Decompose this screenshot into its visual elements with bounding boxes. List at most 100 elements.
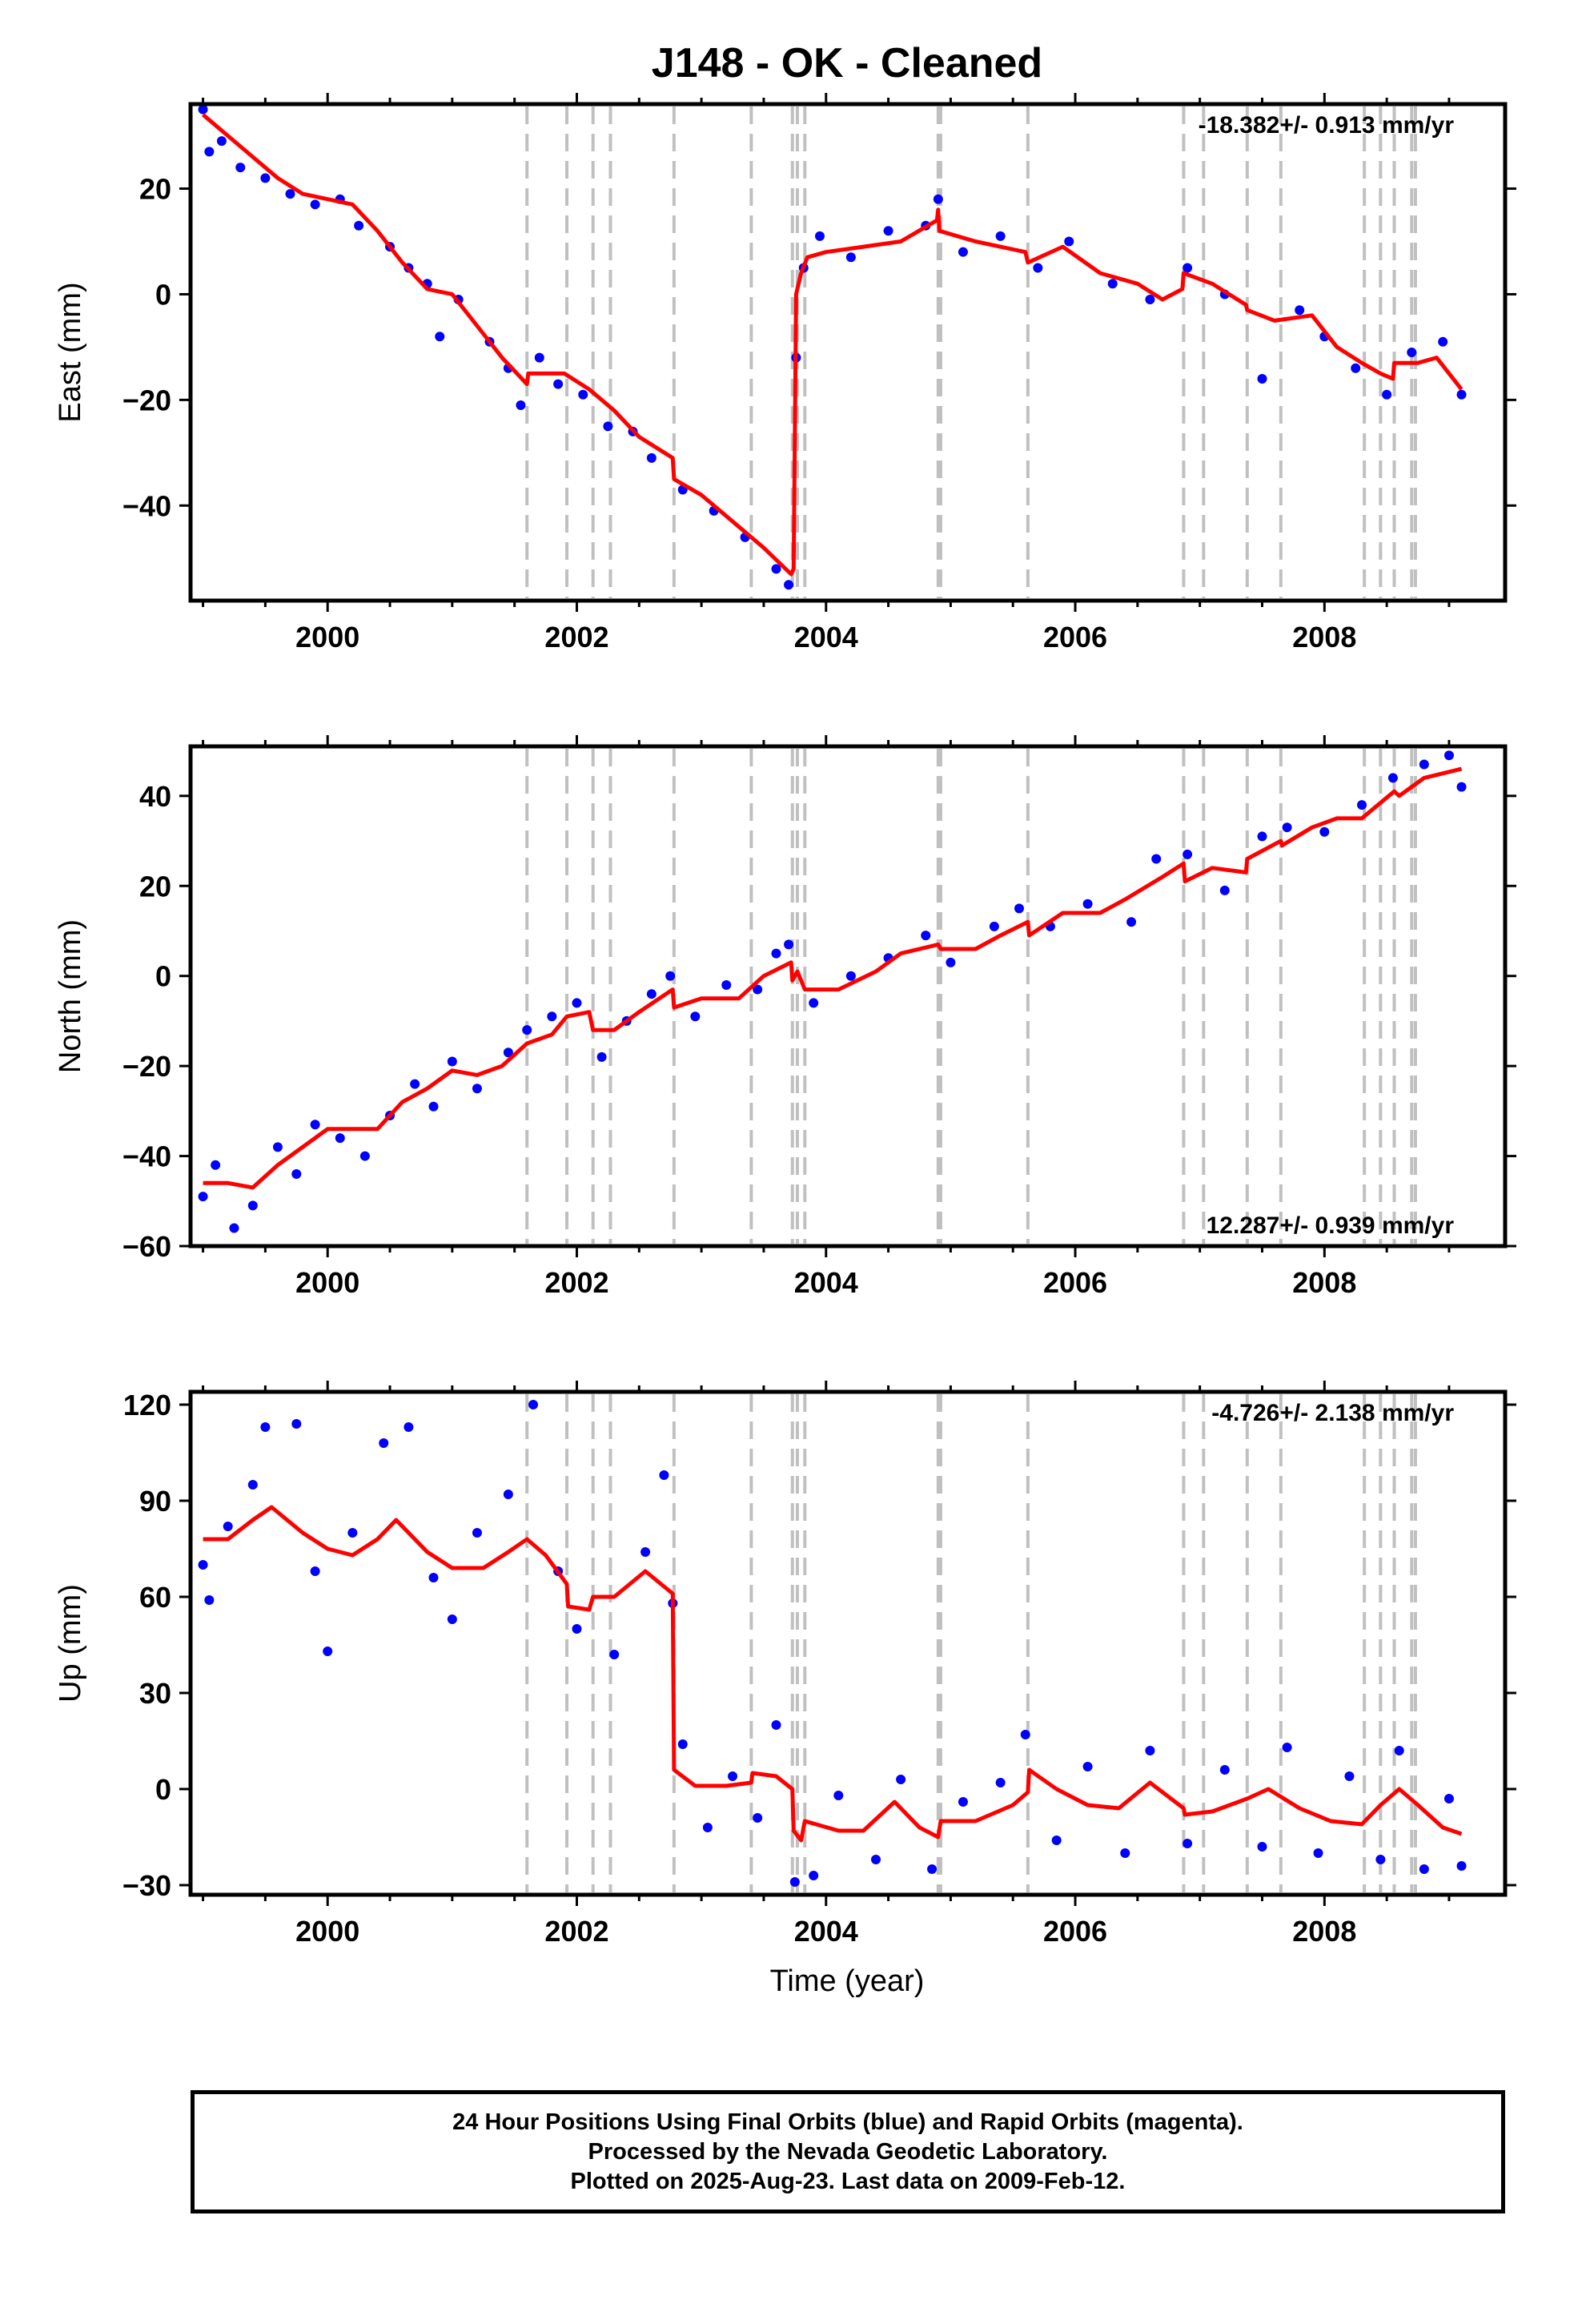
data-point bbox=[1219, 885, 1230, 895]
data-point bbox=[198, 1192, 208, 1202]
data-point bbox=[447, 1614, 457, 1624]
data-point bbox=[204, 1595, 215, 1605]
data-point bbox=[572, 998, 582, 1008]
y-tick-label: 30 bbox=[139, 1677, 171, 1710]
x-tick-label: 2008 bbox=[1292, 621, 1356, 653]
y-axis-label: North (mm) bbox=[54, 919, 87, 1073]
data-point bbox=[347, 1528, 358, 1538]
y-tick-label: 20 bbox=[139, 173, 171, 206]
x-tick-label: 2006 bbox=[1043, 621, 1107, 653]
y-tick-label: −40 bbox=[122, 489, 171, 522]
data-point bbox=[1282, 1743, 1292, 1752]
data-point bbox=[702, 1823, 713, 1832]
data-point bbox=[1182, 849, 1193, 859]
data-point bbox=[1151, 854, 1162, 864]
data-point bbox=[659, 1470, 669, 1480]
x-tick-label: 2004 bbox=[794, 621, 858, 653]
data-point bbox=[404, 1422, 414, 1432]
data-point bbox=[603, 421, 613, 432]
data-point bbox=[809, 998, 819, 1008]
data-point bbox=[753, 984, 763, 995]
data-point bbox=[883, 226, 893, 236]
panel-north: 2000 2002 2004 2006 2008 40 20 0 −20 −40 −60 North… bbox=[54, 735, 1516, 1299]
data-point bbox=[596, 1051, 607, 1062]
data-points bbox=[198, 104, 1467, 590]
data-point bbox=[640, 1547, 651, 1557]
data-point bbox=[646, 989, 656, 999]
data-point bbox=[223, 1522, 233, 1531]
x-tick-label: 2002 bbox=[544, 621, 608, 653]
y-tick-label: 0 bbox=[155, 1773, 171, 1806]
chart-title: J148 - OK - Cleaned bbox=[652, 40, 1042, 86]
footer-line-3: Plotted on 2025-Aug-23. Last data on 200… bbox=[570, 2168, 1126, 2194]
data-point bbox=[1357, 800, 1367, 810]
data-point bbox=[522, 1025, 532, 1035]
data-point bbox=[291, 1419, 302, 1429]
data-point bbox=[428, 1101, 439, 1112]
data-point bbox=[1443, 750, 1454, 761]
x-axis-label: Time (year) bbox=[770, 1964, 925, 1998]
data-point bbox=[665, 971, 676, 981]
data-point bbox=[1438, 336, 1448, 347]
y-tick-label: −20 bbox=[122, 384, 171, 416]
data-point bbox=[447, 1056, 457, 1067]
data-point bbox=[1120, 1848, 1130, 1858]
data-point bbox=[845, 252, 856, 263]
data-point bbox=[472, 1528, 482, 1538]
panel-up: 2000 2002 2004 2006 2008 120 90 60 30 0 −30 Up (mm… bbox=[54, 1381, 1516, 1948]
data-point bbox=[958, 247, 968, 257]
data-point bbox=[1282, 822, 1292, 833]
event-lines bbox=[525, 749, 1417, 1244]
data-point bbox=[677, 1739, 688, 1749]
x-tick-label: 2000 bbox=[295, 1266, 359, 1299]
plot-frame bbox=[188, 744, 1508, 1248]
data-point bbox=[896, 1775, 906, 1784]
data-point bbox=[216, 136, 227, 147]
data-point bbox=[310, 1120, 320, 1130]
data-point bbox=[379, 1438, 389, 1448]
data-point bbox=[534, 352, 544, 363]
y-tick-label: 60 bbox=[139, 1581, 171, 1614]
data-point bbox=[814, 231, 825, 241]
data-point bbox=[771, 1720, 781, 1730]
x-tick-label: 2000 bbox=[295, 1915, 359, 1948]
data-point bbox=[1344, 1771, 1355, 1781]
x-tick-label: 2004 bbox=[794, 1266, 858, 1299]
data-point bbox=[1407, 348, 1417, 357]
y-axis-label: East (mm) bbox=[54, 282, 87, 422]
data-point bbox=[995, 1778, 1006, 1787]
data-point bbox=[1219, 1765, 1230, 1775]
data-point bbox=[609, 1650, 620, 1659]
x-tick-label: 2002 bbox=[544, 1266, 608, 1299]
data-point bbox=[784, 580, 794, 590]
plot-frame bbox=[188, 102, 1508, 603]
x-tick-label: 2002 bbox=[544, 1915, 608, 1948]
rate-label: -4.726+/- 2.138 mm/yr bbox=[1211, 1400, 1454, 1426]
data-point bbox=[1419, 759, 1429, 770]
y-tick-label: −30 bbox=[122, 1869, 171, 1902]
data-point bbox=[310, 1566, 320, 1576]
rate-label: 12.287+/- 0.939 mm/yr bbox=[1207, 1212, 1455, 1239]
data-point bbox=[1257, 1842, 1267, 1852]
model-line bbox=[201, 113, 1464, 577]
y-tick-label: 40 bbox=[139, 780, 171, 813]
data-points bbox=[198, 1400, 1467, 1887]
data-point bbox=[784, 939, 794, 950]
data-point bbox=[1257, 831, 1267, 842]
data-point bbox=[235, 163, 246, 173]
x-tick-label: 2008 bbox=[1292, 1266, 1356, 1299]
data-point bbox=[871, 1855, 881, 1864]
data-point bbox=[1382, 389, 1392, 400]
data-point bbox=[198, 1560, 208, 1570]
data-point bbox=[1375, 1855, 1386, 1864]
data-point bbox=[1082, 1762, 1093, 1771]
data-point bbox=[1107, 279, 1118, 289]
footer-line-1: 24 Hour Positions Using Final Orbits (bl… bbox=[452, 2109, 1243, 2135]
data-point bbox=[198, 104, 208, 115]
data-point bbox=[572, 1624, 582, 1634]
data-point bbox=[335, 1133, 345, 1144]
data-point bbox=[503, 1047, 513, 1058]
data-point bbox=[291, 1169, 302, 1180]
data-point bbox=[809, 1871, 819, 1880]
